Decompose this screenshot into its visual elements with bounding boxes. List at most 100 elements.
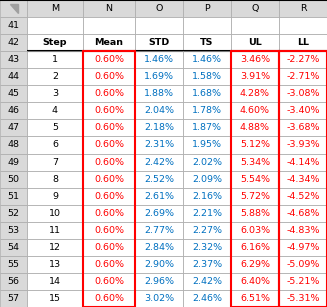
Text: -3.08%: -3.08% <box>286 89 320 98</box>
Text: 0.60%: 0.60% <box>94 209 124 218</box>
Bar <box>279 188 327 205</box>
Bar <box>279 136 327 154</box>
Bar <box>231 290 279 307</box>
Bar <box>83 222 135 239</box>
Text: -5.09%: -5.09% <box>286 260 320 269</box>
Text: 2.46%: 2.46% <box>192 294 222 303</box>
Bar <box>83 68 135 85</box>
Text: 0.60%: 0.60% <box>94 141 124 150</box>
Text: 54: 54 <box>8 243 20 252</box>
Text: 2.77%: 2.77% <box>144 226 174 235</box>
Bar <box>279 0 327 17</box>
Bar <box>0 102 27 119</box>
Text: 7: 7 <box>52 157 58 166</box>
Text: Q: Q <box>251 4 259 13</box>
Bar <box>27 0 83 17</box>
Text: 12: 12 <box>49 243 61 252</box>
Bar <box>83 290 135 307</box>
Bar <box>135 34 183 51</box>
Text: 0.60%: 0.60% <box>94 55 124 64</box>
Text: -4.97%: -4.97% <box>286 243 320 252</box>
Bar <box>27 256 83 273</box>
Bar <box>183 85 231 102</box>
Bar <box>279 34 327 51</box>
Bar <box>231 273 279 290</box>
Text: 3: 3 <box>52 89 58 98</box>
Text: 2.04%: 2.04% <box>144 106 174 115</box>
Bar <box>183 273 231 290</box>
Bar <box>135 102 183 119</box>
Text: 0.60%: 0.60% <box>94 175 124 184</box>
Text: 2.02%: 2.02% <box>192 157 222 166</box>
Bar <box>83 171 135 188</box>
Bar <box>279 256 327 273</box>
Text: 3.91%: 3.91% <box>240 72 270 81</box>
Bar <box>83 205 135 222</box>
Text: 1.46%: 1.46% <box>144 55 174 64</box>
Text: 57: 57 <box>8 294 20 303</box>
Text: -3.68%: -3.68% <box>286 123 320 132</box>
Bar <box>183 68 231 85</box>
Text: 5.12%: 5.12% <box>240 141 270 150</box>
Text: 3.02%: 3.02% <box>144 294 174 303</box>
Text: 1.58%: 1.58% <box>192 72 222 81</box>
Bar <box>279 222 327 239</box>
Bar <box>0 154 27 171</box>
Bar <box>279 68 327 85</box>
Text: -4.83%: -4.83% <box>286 226 320 235</box>
Bar <box>83 0 135 17</box>
Bar <box>83 85 135 102</box>
Text: Mean: Mean <box>95 38 124 47</box>
Text: 2.90%: 2.90% <box>144 260 174 269</box>
Text: 52: 52 <box>8 209 20 218</box>
Bar <box>0 222 27 239</box>
Bar <box>135 171 183 188</box>
Bar <box>135 239 183 256</box>
Text: O: O <box>155 4 163 13</box>
Text: 2.16%: 2.16% <box>192 192 222 201</box>
Text: 2.09%: 2.09% <box>192 175 222 184</box>
Text: -2.27%: -2.27% <box>286 55 320 64</box>
Bar <box>183 188 231 205</box>
Text: -5.31%: -5.31% <box>286 294 320 303</box>
Bar <box>279 17 327 34</box>
Text: 47: 47 <box>8 123 20 132</box>
Bar <box>83 102 135 119</box>
Text: 48: 48 <box>8 141 20 150</box>
Bar <box>231 68 279 85</box>
Bar <box>231 85 279 102</box>
Bar <box>83 119 135 136</box>
Bar <box>83 51 135 68</box>
Bar <box>27 68 83 85</box>
Bar <box>0 119 27 136</box>
Bar <box>27 34 83 51</box>
Bar <box>83 51 135 307</box>
Bar <box>0 17 27 34</box>
Text: 1.69%: 1.69% <box>144 72 174 81</box>
Text: 6.16%: 6.16% <box>240 243 270 252</box>
Bar <box>83 154 135 171</box>
Bar <box>279 273 327 290</box>
Bar <box>27 290 83 307</box>
Text: LL: LL <box>297 38 309 47</box>
Bar <box>0 51 27 68</box>
Text: 50: 50 <box>8 175 20 184</box>
Bar <box>83 256 135 273</box>
Bar <box>279 119 327 136</box>
Text: 45: 45 <box>8 89 20 98</box>
Text: 0.60%: 0.60% <box>94 243 124 252</box>
Bar <box>27 85 83 102</box>
Bar <box>183 239 231 256</box>
Bar <box>135 205 183 222</box>
Text: 2.42%: 2.42% <box>144 157 174 166</box>
Bar <box>135 51 183 68</box>
Bar <box>279 205 327 222</box>
Text: -4.68%: -4.68% <box>286 209 320 218</box>
Bar <box>183 136 231 154</box>
Bar <box>135 188 183 205</box>
Bar <box>135 85 183 102</box>
Text: 15: 15 <box>49 294 61 303</box>
Text: 0.60%: 0.60% <box>94 294 124 303</box>
Text: 51: 51 <box>8 192 20 201</box>
Text: 4.88%: 4.88% <box>240 123 270 132</box>
